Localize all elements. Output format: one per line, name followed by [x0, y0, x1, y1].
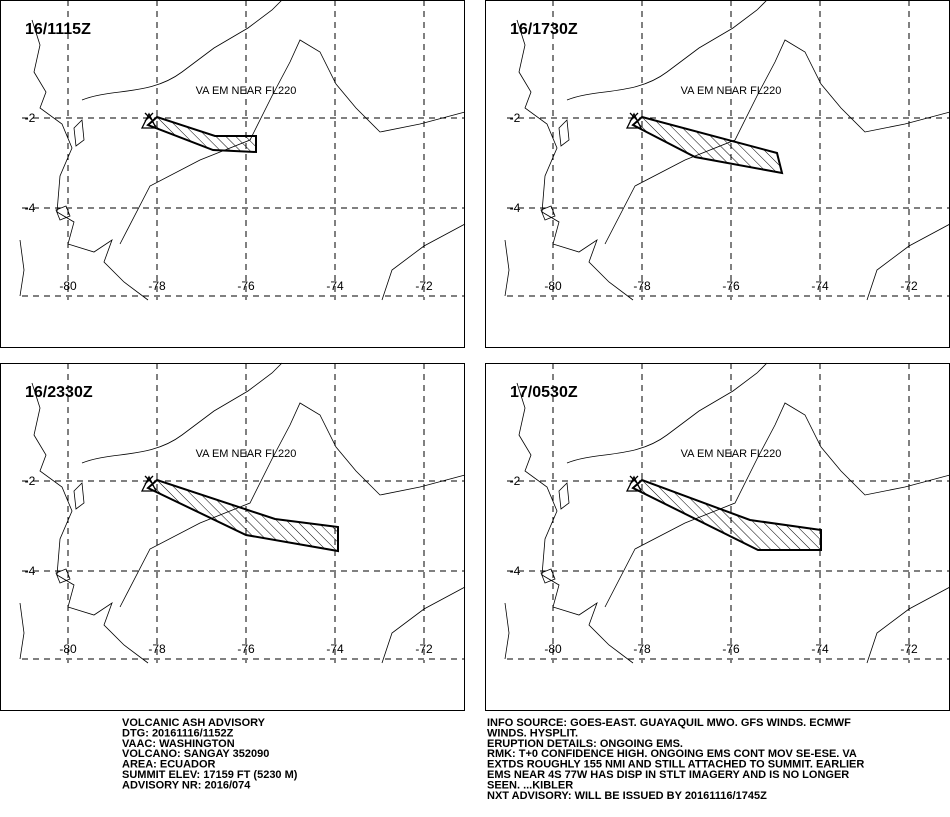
longitude-label: -76	[722, 642, 740, 656]
advisory-line: NXT ADVISORY: WILL BE ISSUED BY 20161116…	[487, 790, 767, 802]
longitude-label: -74	[326, 642, 344, 656]
valid-time: 16/1730Z	[510, 21, 578, 38]
latitude-label: -2	[510, 111, 521, 125]
latitude-label: -4	[510, 201, 521, 215]
latitude-label: -2	[510, 474, 521, 488]
ash-label: VA EM NEAR FL220	[196, 85, 297, 97]
longitude-label: -76	[722, 279, 740, 293]
longitude-label: -80	[544, 642, 562, 656]
longitude-label: -80	[59, 279, 77, 293]
longitude-label: -74	[811, 279, 829, 293]
longitude-label: -78	[633, 279, 651, 293]
valid-time: 16/2330Z	[25, 384, 93, 401]
longitude-label: -78	[148, 642, 166, 656]
longitude-label: -74	[811, 642, 829, 656]
ash-label: VA EM NEAR FL220	[681, 448, 782, 460]
longitude-label: -80	[59, 642, 77, 656]
advisory-line: ADVISORY NR: 2016/074	[122, 779, 251, 791]
ash-label: VA EM NEAR FL220	[196, 448, 297, 460]
longitude-label: -72	[900, 279, 918, 293]
longitude-label: -72	[900, 642, 918, 656]
longitude-label: -80	[544, 279, 562, 293]
longitude-label: -76	[237, 279, 255, 293]
longitude-label: -78	[633, 642, 651, 656]
longitude-label: -76	[237, 642, 255, 656]
longitude-label: -74	[326, 279, 344, 293]
ash-label: VA EM NEAR FL220	[681, 85, 782, 97]
valid-time: 16/1115Z	[25, 21, 91, 38]
latitude-label: -4	[510, 564, 521, 578]
longitude-label: -78	[148, 279, 166, 293]
latitude-label: -4	[25, 201, 36, 215]
longitude-label: -72	[415, 642, 433, 656]
latitude-label: -4	[25, 564, 36, 578]
longitude-label: -72	[415, 279, 433, 293]
latitude-label: -2	[25, 111, 36, 125]
latitude-label: -2	[25, 474, 36, 488]
valid-time: 17/0530Z	[510, 384, 578, 401]
